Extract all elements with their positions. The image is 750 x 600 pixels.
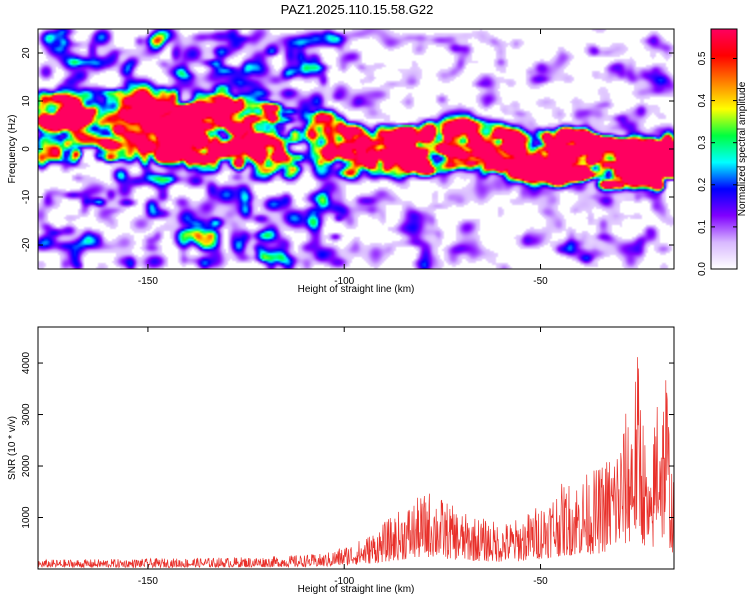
spectrogram-x-axis-label: Height of straight line (km) [298,284,415,295]
spectrogram-y-ticks: -20 -10 0 10 20 [21,47,674,252]
spectrogram-y-axis-label: Frequency (Hz) [7,115,18,184]
spectrogram-y-tick-label: -20 [21,237,32,252]
colorbar-tick-label: 0.0 [697,262,708,276]
colorbar-tick-label: 0.3 [697,135,708,149]
spectrogram-x-ticks: -150 -100 -50 [138,29,548,287]
snr-x-tick-label: -50 [533,576,548,587]
snr-panel: -150 -100 -50 1000 2000 3000 4000 Height of s… [7,326,675,595]
snr-x-tick-label: -150 [138,576,158,587]
colorbar-tick-label: 0.4 [697,93,708,107]
colorbar-tick-label: 0.1 [697,220,708,234]
snr-y-ticks: 1000 2000 3000 4000 [21,351,674,529]
colorbar-label: Normalized spectral amplitude [737,81,748,216]
colorbar: 0.0 0.1 0.2 0.3 0.4 0.5 Normalized spectral a… [697,28,748,276]
spectrogram-y-tick-label: 20 [21,47,32,59]
colorbar-tick-label: 0.2 [697,177,708,191]
spectrogram-x-tick-label: -100 [334,276,354,287]
figure-title: PAZ1.2025.110.15.58.G22 [281,2,434,17]
colorbar-tick-label: 0.5 [697,51,708,65]
colorbar-gradient [710,28,738,270]
spectrogram-y-tick-label: 0 [21,146,32,152]
snr-series-line [38,357,674,569]
spectrogram-y-tick-label: 10 [21,95,32,107]
spectrogram-x-tick-label: -50 [533,276,548,287]
snr-frame [37,326,675,570]
snr-x-ticks: -150 -100 -50 [138,327,548,587]
colorbar-ticks: 0.0 0.1 0.2 0.3 0.4 0.5 [697,51,737,276]
spectrogram-image [38,29,674,269]
snr-y-axis-label: SNR (10 * v/v) [7,416,18,480]
snr-y-tick-label: 2000 [21,454,32,477]
snr-y-tick-label: 3000 [21,403,32,426]
snr-x-tick-label: -100 [334,576,354,587]
spectrogram-x-tick-label: -150 [138,276,158,287]
snr-x-axis-label: Height of straight line (km) [298,584,415,595]
snr-y-tick-label: 1000 [21,506,32,529]
spectrogram-y-tick-label: -10 [21,189,32,204]
snr-y-tick-label: 4000 [21,351,32,374]
